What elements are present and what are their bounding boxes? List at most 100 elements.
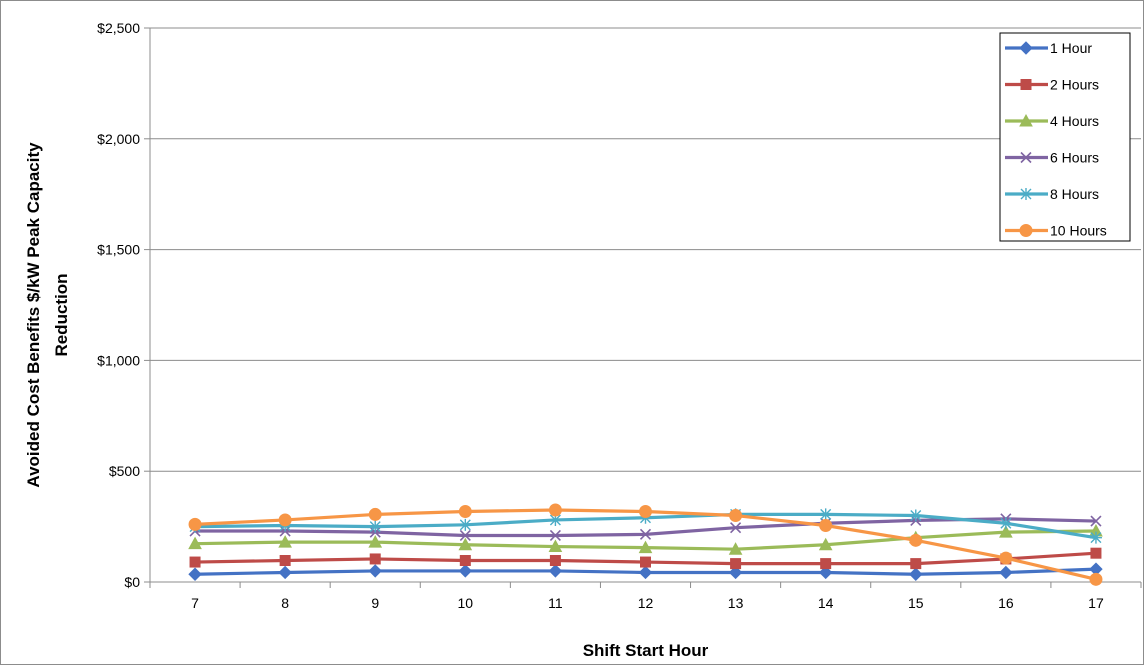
data-point [639, 505, 652, 519]
data-point [188, 517, 202, 531]
legend-label: 4 Hours [1050, 113, 1099, 129]
data-point [730, 522, 742, 534]
legend-item: 2 Hours [1005, 77, 1099, 93]
data-point [459, 518, 472, 531]
data-point [548, 539, 563, 553]
data-point [549, 529, 561, 542]
data-point [368, 535, 383, 548]
legend-marker [1020, 79, 1032, 90]
data-point [819, 508, 832, 521]
data-point [459, 555, 471, 567]
data-point [1089, 531, 1102, 544]
x-tick-label: 7 [191, 595, 199, 611]
legend: 1 Hour 2 Hours 4 Hours 6 Hours 8 Hours 10 Hou… [999, 32, 1131, 242]
series-group [188, 503, 1103, 586]
legend-item: 8 Hours [1005, 186, 1099, 202]
data-point [640, 556, 651, 568]
legend-label: 10 Hours [1050, 223, 1107, 239]
data-point [818, 537, 833, 551]
data-point [909, 533, 923, 547]
data-point [549, 555, 561, 567]
data-point [1090, 515, 1102, 527]
data-point [730, 558, 742, 570]
legend-marker [1020, 188, 1032, 200]
legend-marker [1019, 113, 1033, 127]
y-axis-title-line: Reduction [52, 273, 71, 356]
data-point [548, 503, 562, 517]
y-tick-label: $1,500 [97, 242, 140, 258]
x-tick-label: 8 [281, 595, 289, 611]
data-point [1090, 547, 1102, 559]
x-tick-label: 12 [638, 595, 654, 611]
x-tick-label: 10 [458, 595, 474, 611]
data-point [638, 540, 653, 554]
data-point [189, 556, 201, 568]
data-point [278, 513, 292, 527]
data-point [458, 505, 472, 519]
legend-marker [1019, 224, 1033, 237]
legend-item: 1 Hour [1005, 40, 1092, 56]
data-point [909, 567, 923, 581]
x-tick-label: 15 [908, 595, 924, 611]
data-point [368, 564, 382, 578]
y-axis-ticks: $0 $500 $1,000 $1,500 $2,000 $2,500 [97, 20, 150, 590]
legend-label: 2 Hours [1050, 77, 1099, 93]
gridlines [150, 27, 1141, 472]
data-point [819, 518, 833, 532]
legend-label: 1 Hour [1050, 40, 1092, 56]
data-point [999, 525, 1013, 538]
legend-label: 6 Hours [1050, 150, 1099, 166]
data-point [639, 528, 652, 540]
legend-box [999, 32, 1131, 242]
data-point [999, 517, 1012, 530]
series-10-hours [188, 503, 1103, 586]
x-tick-label: 16 [998, 595, 1014, 611]
legend-marker [1020, 151, 1032, 164]
data-point [279, 555, 291, 567]
data-point [188, 567, 202, 581]
y-axis-title-line: Avoided Cost Benefits $/kW Peak Capacity [24, 142, 43, 488]
data-point [368, 507, 382, 521]
data-point [369, 520, 382, 533]
data-point [458, 537, 473, 551]
data-point [728, 542, 743, 555]
data-point [548, 564, 563, 578]
y-tick-label: $0 [124, 574, 140, 590]
y-tick-label: $1,000 [97, 352, 140, 368]
x-tick-label: 14 [818, 595, 834, 611]
x-tick-label: 11 [548, 595, 563, 611]
data-point [729, 509, 743, 523]
legend-label: 8 Hours [1050, 186, 1099, 202]
data-point [458, 564, 473, 578]
plot-area [149, 28, 1141, 583]
data-point [638, 565, 653, 580]
data-point [818, 565, 833, 580]
legend-item: 4 Hours [1005, 113, 1099, 129]
data-point [1089, 572, 1103, 586]
legend-item: 10 Hours [1005, 223, 1107, 239]
data-point [820, 558, 832, 570]
data-point [910, 558, 922, 570]
x-tick-label: 9 [371, 595, 379, 611]
y-tick-label: $2,500 [97, 20, 140, 36]
series-2-hours [189, 547, 1102, 570]
data-point [369, 553, 381, 565]
data-point [459, 529, 471, 542]
x-tick-label: 17 [1088, 595, 1104, 611]
x-tick-label: 13 [728, 595, 744, 611]
data-point [999, 565, 1013, 580]
y-tick-label: $2,000 [97, 131, 140, 147]
y-tick-label: $500 [109, 463, 140, 479]
series-1-hour [188, 562, 1103, 581]
data-point [278, 535, 292, 548]
data-point [278, 565, 292, 580]
data-point [728, 565, 743, 580]
legend-item: 6 Hours [1005, 150, 1099, 166]
data-point [549, 513, 562, 526]
legend-marker [1019, 41, 1033, 55]
data-point [188, 536, 202, 550]
data-point [909, 509, 922, 522]
x-axis-title: Shift Start Hour [583, 641, 709, 660]
